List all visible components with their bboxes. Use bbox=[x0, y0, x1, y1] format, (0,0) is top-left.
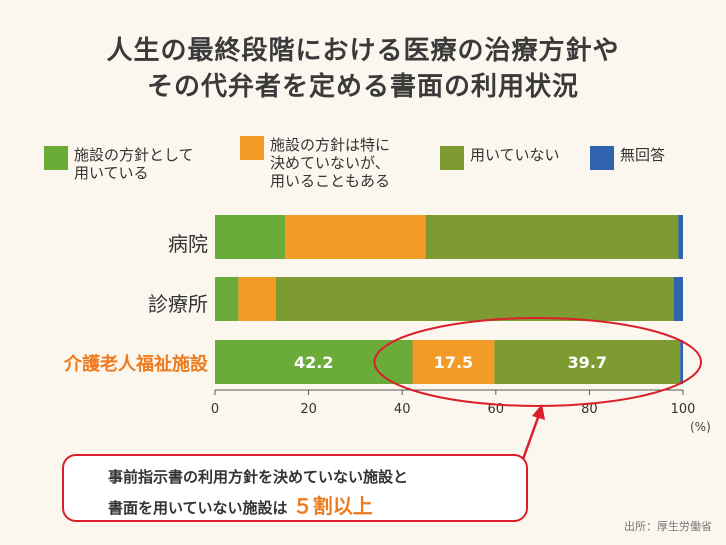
x-axis-unit: (%) bbox=[690, 420, 711, 434]
callout-highlight: ５割以上 bbox=[292, 494, 373, 518]
x-tick-label: 80 bbox=[581, 402, 598, 417]
bar-segment bbox=[215, 340, 413, 384]
bar-segment bbox=[275, 277, 674, 321]
category-label-hospital: 病院 bbox=[168, 232, 208, 256]
callout-line-2-text: 書面を用いていない施設は bbox=[108, 499, 288, 517]
chart-title-line-2: その代弁者を定める書面の利用状況 bbox=[146, 72, 579, 102]
emphasis-ellipse bbox=[373, 317, 702, 407]
legend-item-no-answer: 無回答 bbox=[590, 146, 665, 170]
legend-label: 施設の方針として 用いている bbox=[74, 146, 194, 182]
x-tick-label: 40 bbox=[394, 402, 411, 417]
legend-swatch bbox=[590, 146, 614, 170]
legend-item-sometimes-used: 施設の方針は特に 決めていないが、 用いることもある bbox=[240, 136, 390, 190]
x-tick-label: 100 bbox=[671, 402, 696, 417]
bar-segment bbox=[215, 215, 286, 259]
chart-title-line-1: 人生の最終段階における医療の治療方針や bbox=[106, 36, 620, 66]
callout-arrow-line bbox=[520, 411, 542, 463]
bar-segment bbox=[215, 277, 239, 321]
legend-item-not-used: 用いていない bbox=[440, 146, 560, 170]
bar-segment bbox=[673, 277, 683, 321]
legend-label: 施設の方針は特に 決めていないが、 用いることもある bbox=[270, 136, 391, 190]
callout-arrowhead bbox=[532, 404, 545, 420]
legend-swatch bbox=[44, 146, 68, 170]
category-label-nursing-home: 介護老人福祉施設 bbox=[64, 354, 208, 375]
source-note: 出所：厚生労働省 bbox=[624, 520, 712, 533]
data-label: 39.7 bbox=[568, 353, 607, 372]
callout-line-1: 事前指示書の利用方針を決めていない施設と bbox=[108, 468, 409, 486]
bar-segment bbox=[494, 340, 681, 384]
bar-segment bbox=[425, 215, 679, 259]
bar-segment bbox=[238, 277, 276, 321]
legend-label: 用いていない bbox=[470, 146, 560, 164]
x-tick-label: 20 bbox=[300, 402, 317, 417]
x-tick-label: 0 bbox=[211, 402, 219, 417]
bar-segment bbox=[285, 215, 426, 259]
legend-swatch bbox=[240, 136, 264, 160]
data-label: 42.2 bbox=[294, 353, 333, 372]
callout-box: 事前指示書の利用方針を決めていない施設と 書面を用いていない施設は ５割以上 bbox=[62, 454, 528, 522]
bar-segment bbox=[412, 340, 495, 384]
category-label-clinic: 診療所 bbox=[148, 292, 208, 316]
callout-line-2: 書面を用いていない施設は ５割以上 bbox=[108, 490, 373, 519]
legend-label: 無回答 bbox=[620, 146, 666, 164]
data-label: 17.5 bbox=[434, 353, 473, 372]
legend-swatch bbox=[440, 146, 464, 170]
bar-segment bbox=[678, 215, 683, 259]
legend-item-used-as-policy: 施設の方針として 用いている bbox=[44, 146, 194, 182]
bar-segment bbox=[680, 340, 683, 384]
